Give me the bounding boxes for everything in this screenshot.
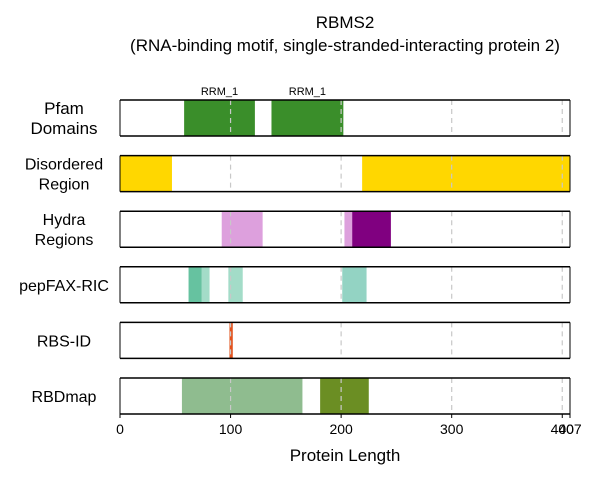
track-segment (201, 266, 210, 303)
track-label: Domains (30, 119, 97, 138)
x-axis-label: Protein Length (290, 446, 401, 465)
track-label: pepFAX-RIC (19, 278, 109, 295)
track-segment (184, 100, 255, 136)
track-label: RBDmap (32, 389, 97, 406)
x-tick-label: 100 (219, 421, 243, 437)
track: RBDmap (32, 377, 571, 415)
track: pepFAX-RIC (19, 266, 571, 304)
track-segment (181, 378, 303, 414)
track-segment (352, 211, 391, 248)
x-tick-label: 200 (329, 421, 353, 437)
track-segment (221, 211, 263, 248)
track-segment (228, 266, 243, 303)
domain-label: RRM_1 (289, 86, 326, 98)
track-segment (120, 155, 172, 192)
track-label: Pfam (44, 99, 84, 118)
track-segment (271, 100, 344, 136)
track-label: Hydra (43, 212, 86, 229)
x-tick-label: 0 (116, 421, 124, 437)
track-segment (362, 155, 570, 192)
track: Disordered Region (25, 154, 571, 194)
track: RBS-ID (37, 321, 571, 360)
track-label: Regions (35, 232, 94, 249)
chart-subtitle: (RNA-binding motif, single-stranded-inte… (130, 36, 560, 55)
x-tick-label: 400 (551, 421, 575, 437)
track-segment (188, 266, 202, 303)
x-tick-label: 300 (440, 421, 464, 437)
chart-title: RBMS2 (316, 13, 375, 32)
track-segment (320, 378, 369, 414)
track: Hydra Regions (35, 210, 571, 249)
track-background (120, 322, 570, 359)
track-segment (342, 266, 367, 303)
track-label: Disordered (25, 157, 103, 174)
track-segment (344, 211, 353, 248)
domain-label: RRM_1 (201, 86, 238, 98)
track-label: RBS-ID (37, 333, 91, 350)
x-tick-label: 407 (558, 421, 582, 437)
track-label: Region (39, 177, 90, 194)
